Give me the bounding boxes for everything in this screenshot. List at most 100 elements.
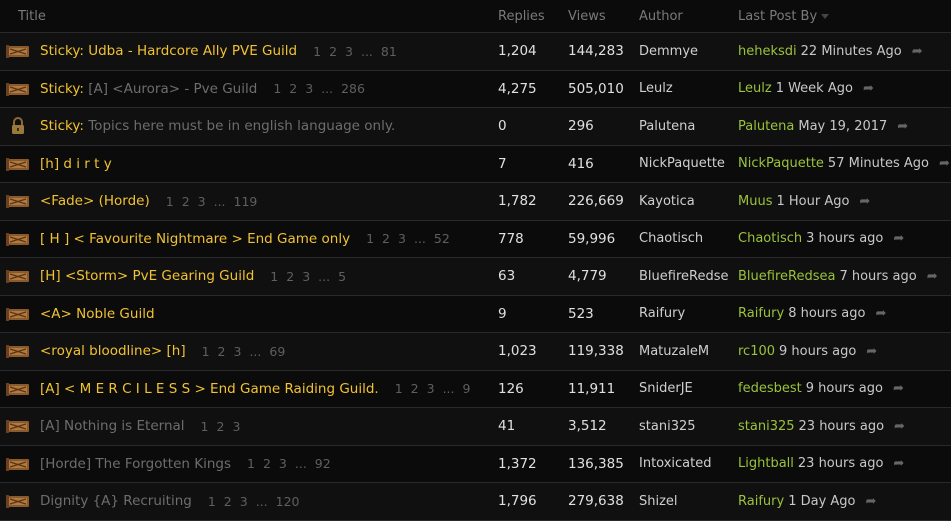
topic-title[interactable]: Sticky: [A] <Aurora> - Pve Guild: [40, 81, 257, 97]
author-name-value[interactable]: Leulz: [639, 81, 673, 97]
page-link[interactable]: 1: [394, 381, 403, 397]
page-link[interactable]: 69: [269, 343, 286, 359]
last-post-author[interactable]: Palutena: [738, 118, 795, 134]
author-name-value[interactable]: BluefireRedse: [639, 268, 729, 284]
page-link[interactable]: 119: [233, 193, 258, 209]
page-link[interactable]: 3: [197, 193, 206, 209]
page-link[interactable]: 120: [275, 493, 300, 509]
jump-to-last-post-icon[interactable]: ➦: [893, 456, 905, 472]
page-link[interactable]: 3: [398, 231, 406, 247]
author-name[interactable]: BluefireRedse: [639, 269, 738, 284]
author-name[interactable]: Leulz: [639, 81, 738, 96]
last-post-author[interactable]: BluefireRedsea: [738, 268, 836, 284]
author-name-value[interactable]: stani325: [639, 418, 696, 434]
topic-row[interactable]: Dignity {A} Recruiting 1 2 3... 120 1,796 279,…: [0, 483, 951, 521]
topic-row[interactable]: Sticky: Topics here must be in english l…: [0, 108, 951, 146]
page-link[interactable]: 9: [462, 381, 471, 397]
page-link[interactable]: 1: [366, 231, 375, 247]
jump-to-last-post-icon[interactable]: ➦: [893, 231, 905, 247]
jump-to-last-post-icon[interactable]: ➦: [862, 81, 874, 97]
page-link[interactable]: 3: [239, 493, 248, 509]
page-link[interactable]: 1: [201, 343, 210, 359]
page-link[interactable]: 2: [329, 43, 338, 59]
topic-title[interactable]: [ H ] < Favourite Nightmare > End Game o…: [40, 231, 350, 247]
page-link[interactable]: 2: [410, 381, 419, 397]
topic-title[interactable]: Sticky: Udba - Hardcore Ally PVE Guild: [40, 43, 297, 59]
topic-row[interactable]: <A> Noble Guild 9 523 Raifury Raifury 8 hours…: [0, 296, 951, 333]
author-name[interactable]: Shizel: [639, 494, 738, 509]
topic-row[interactable]: <Fade> (Horde) 1 2 3... 119 1,782 226,669 Kayot…: [0, 183, 951, 221]
page-link[interactable]: 1: [165, 193, 174, 209]
page-link[interactable]: 2: [286, 268, 295, 284]
topic-row[interactable]: [h] d i r t y 7 416 NickPaquette NickPaquett…: [0, 146, 951, 183]
topic-row[interactable]: Sticky: [A] <Aurora> - Pve Guild 1 2 3... 28…: [0, 71, 951, 108]
author-name[interactable]: Chaotisch: [639, 231, 738, 246]
last-post-author[interactable]: Muus: [738, 193, 773, 209]
author-name[interactable]: Intoxicated: [639, 456, 738, 471]
topic-title[interactable]: <Fade> (Horde): [40, 193, 150, 209]
topic-title[interactable]: [H] <Storm> PvE Gearing Guild: [40, 268, 254, 284]
jump-to-last-post-icon[interactable]: ➦: [894, 418, 905, 434]
jump-to-last-post-icon[interactable]: ➦: [866, 343, 878, 359]
last-post-author[interactable]: Leulz: [738, 81, 772, 97]
jump-to-last-post-icon[interactable]: ➦: [926, 268, 938, 284]
last-post-author[interactable]: heheksdi: [738, 43, 797, 59]
author-name[interactable]: Palutena: [639, 119, 738, 134]
author-name[interactable]: stani325: [639, 419, 738, 434]
page-link[interactable]: 1: [200, 418, 209, 434]
topic-title[interactable]: <royal bloodline> [h]: [40, 343, 186, 359]
last-post-author[interactable]: Raifury: [738, 493, 785, 509]
page-link[interactable]: 52: [433, 231, 450, 247]
page-link[interactable]: 1: [207, 493, 216, 509]
author-name-value[interactable]: Palutena: [639, 118, 696, 134]
page-link[interactable]: 2: [181, 193, 190, 209]
topic-title[interactable]: [Horde] The Forgotten Kings: [40, 456, 231, 472]
author-name-value[interactable]: Shizel: [639, 493, 678, 509]
page-link[interactable]: 2: [262, 456, 271, 472]
topic-title[interactable]: Sticky: Topics here must be in english l…: [40, 118, 395, 134]
page-link[interactable]: 2: [289, 81, 298, 97]
page-link[interactable]: 2: [223, 493, 232, 509]
author-name[interactable]: Demmye: [639, 44, 738, 59]
topic-title[interactable]: [A] < M E R C I L E S S > End Game Raidi…: [40, 381, 379, 397]
author-name-value[interactable]: Demmye: [639, 43, 699, 59]
topic-row[interactable]: <royal bloodline> [h] 1 2 3... 69 1,023 119,33…: [0, 333, 951, 371]
header-title[interactable]: Title: [18, 8, 46, 24]
topic-row[interactable]: [H] <Storm> PvE Gearing Guild 1 2 3... 5 63 4,…: [0, 258, 951, 296]
topic-row[interactable]: [Horde] The Forgotten Kings 1 2 3... 92 1,372…: [0, 446, 951, 483]
author-name-value[interactable]: MatuzaleM: [639, 343, 710, 359]
page-link[interactable]: 2: [382, 231, 390, 247]
page-link[interactable]: 3: [345, 43, 353, 59]
last-post-author[interactable]: Chaotisch: [738, 231, 803, 247]
last-post-author[interactable]: fedesbest: [738, 381, 802, 397]
page-link[interactable]: 3: [278, 456, 287, 472]
author-name-value[interactable]: Intoxicated: [639, 456, 712, 472]
author-name-value[interactable]: Raifury: [639, 306, 686, 322]
last-post-author[interactable]: stani325: [738, 418, 795, 434]
jump-to-last-post-icon[interactable]: ➦: [875, 306, 887, 322]
page-link[interactable]: 81: [380, 43, 397, 59]
page-link[interactable]: 5: [338, 268, 347, 284]
page-link[interactable]: 3: [233, 343, 242, 359]
author-name[interactable]: Raifury: [639, 306, 738, 321]
topic-row[interactable]: [A] Nothing is Eternal 1 2 3 41 3,512 stani325…: [0, 408, 951, 446]
page-link[interactable]: 3: [305, 81, 314, 97]
topic-title[interactable]: <A> Noble Guild: [40, 306, 155, 322]
topic-row[interactable]: Sticky: Udba - Hardcore Ally PVE Guild 1 2…: [0, 33, 951, 71]
author-name-value[interactable]: Kayotica: [639, 193, 695, 209]
page-link[interactable]: 3: [426, 381, 435, 397]
header-last-post-by[interactable]: Last Post By: [738, 9, 951, 24]
page-link[interactable]: 2: [216, 418, 225, 434]
header-views[interactable]: Views: [568, 8, 606, 24]
author-name[interactable]: Kayotica: [639, 194, 738, 209]
topic-title[interactable]: Dignity {A} Recruiting: [40, 493, 192, 509]
page-link[interactable]: 1: [313, 43, 322, 59]
page-link[interactable]: 92: [314, 456, 331, 472]
header-author[interactable]: Author: [639, 8, 683, 24]
page-link[interactable]: 286: [341, 81, 365, 97]
last-post-author[interactable]: Lightball: [738, 456, 794, 472]
author-name[interactable]: NickPaquette: [639, 156, 738, 171]
topic-title[interactable]: [h] d i r t y: [40, 156, 112, 172]
jump-to-last-post-icon[interactable]: ➦: [897, 118, 909, 134]
topic-row[interactable]: [ H ] < Favourite Nightmare > End Game o…: [0, 221, 951, 258]
